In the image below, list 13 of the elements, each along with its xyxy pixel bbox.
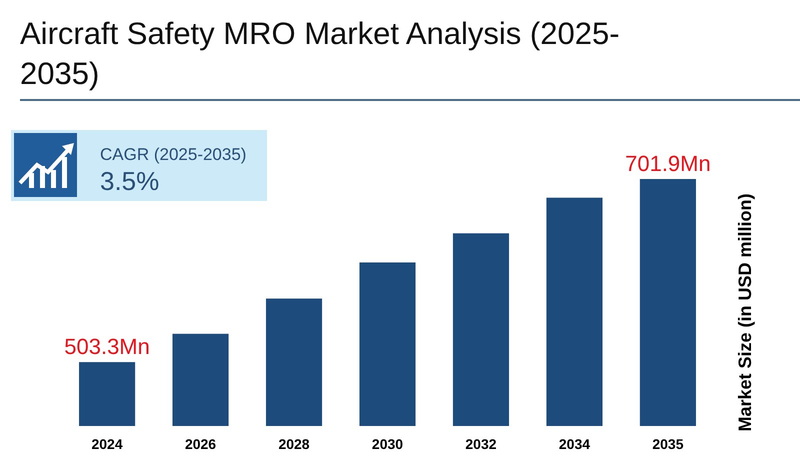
text: CAGR (2025-2035): [100, 145, 246, 164]
x-tick-label: 2035: [652, 436, 684, 452]
x-tick-label: 2028: [278, 436, 310, 452]
y-axis-title: Market Size (in USD million): [735, 193, 755, 432]
annotation: 3.5%: [100, 166, 160, 196]
chart-title: Aircraft Safety MRO Market Analysis (2025-2035): [20, 15, 620, 93]
x-tick-label: 2024: [91, 436, 123, 452]
x-tick-label: 2026: [184, 436, 216, 452]
data-label: 701.9Mn: [625, 151, 711, 176]
x-tick-label: 2032: [465, 436, 497, 452]
x-tick-label: 2030: [372, 436, 404, 452]
data-label: 503.3Mn: [64, 334, 150, 360]
x-tick-label: 2034: [558, 436, 590, 452]
